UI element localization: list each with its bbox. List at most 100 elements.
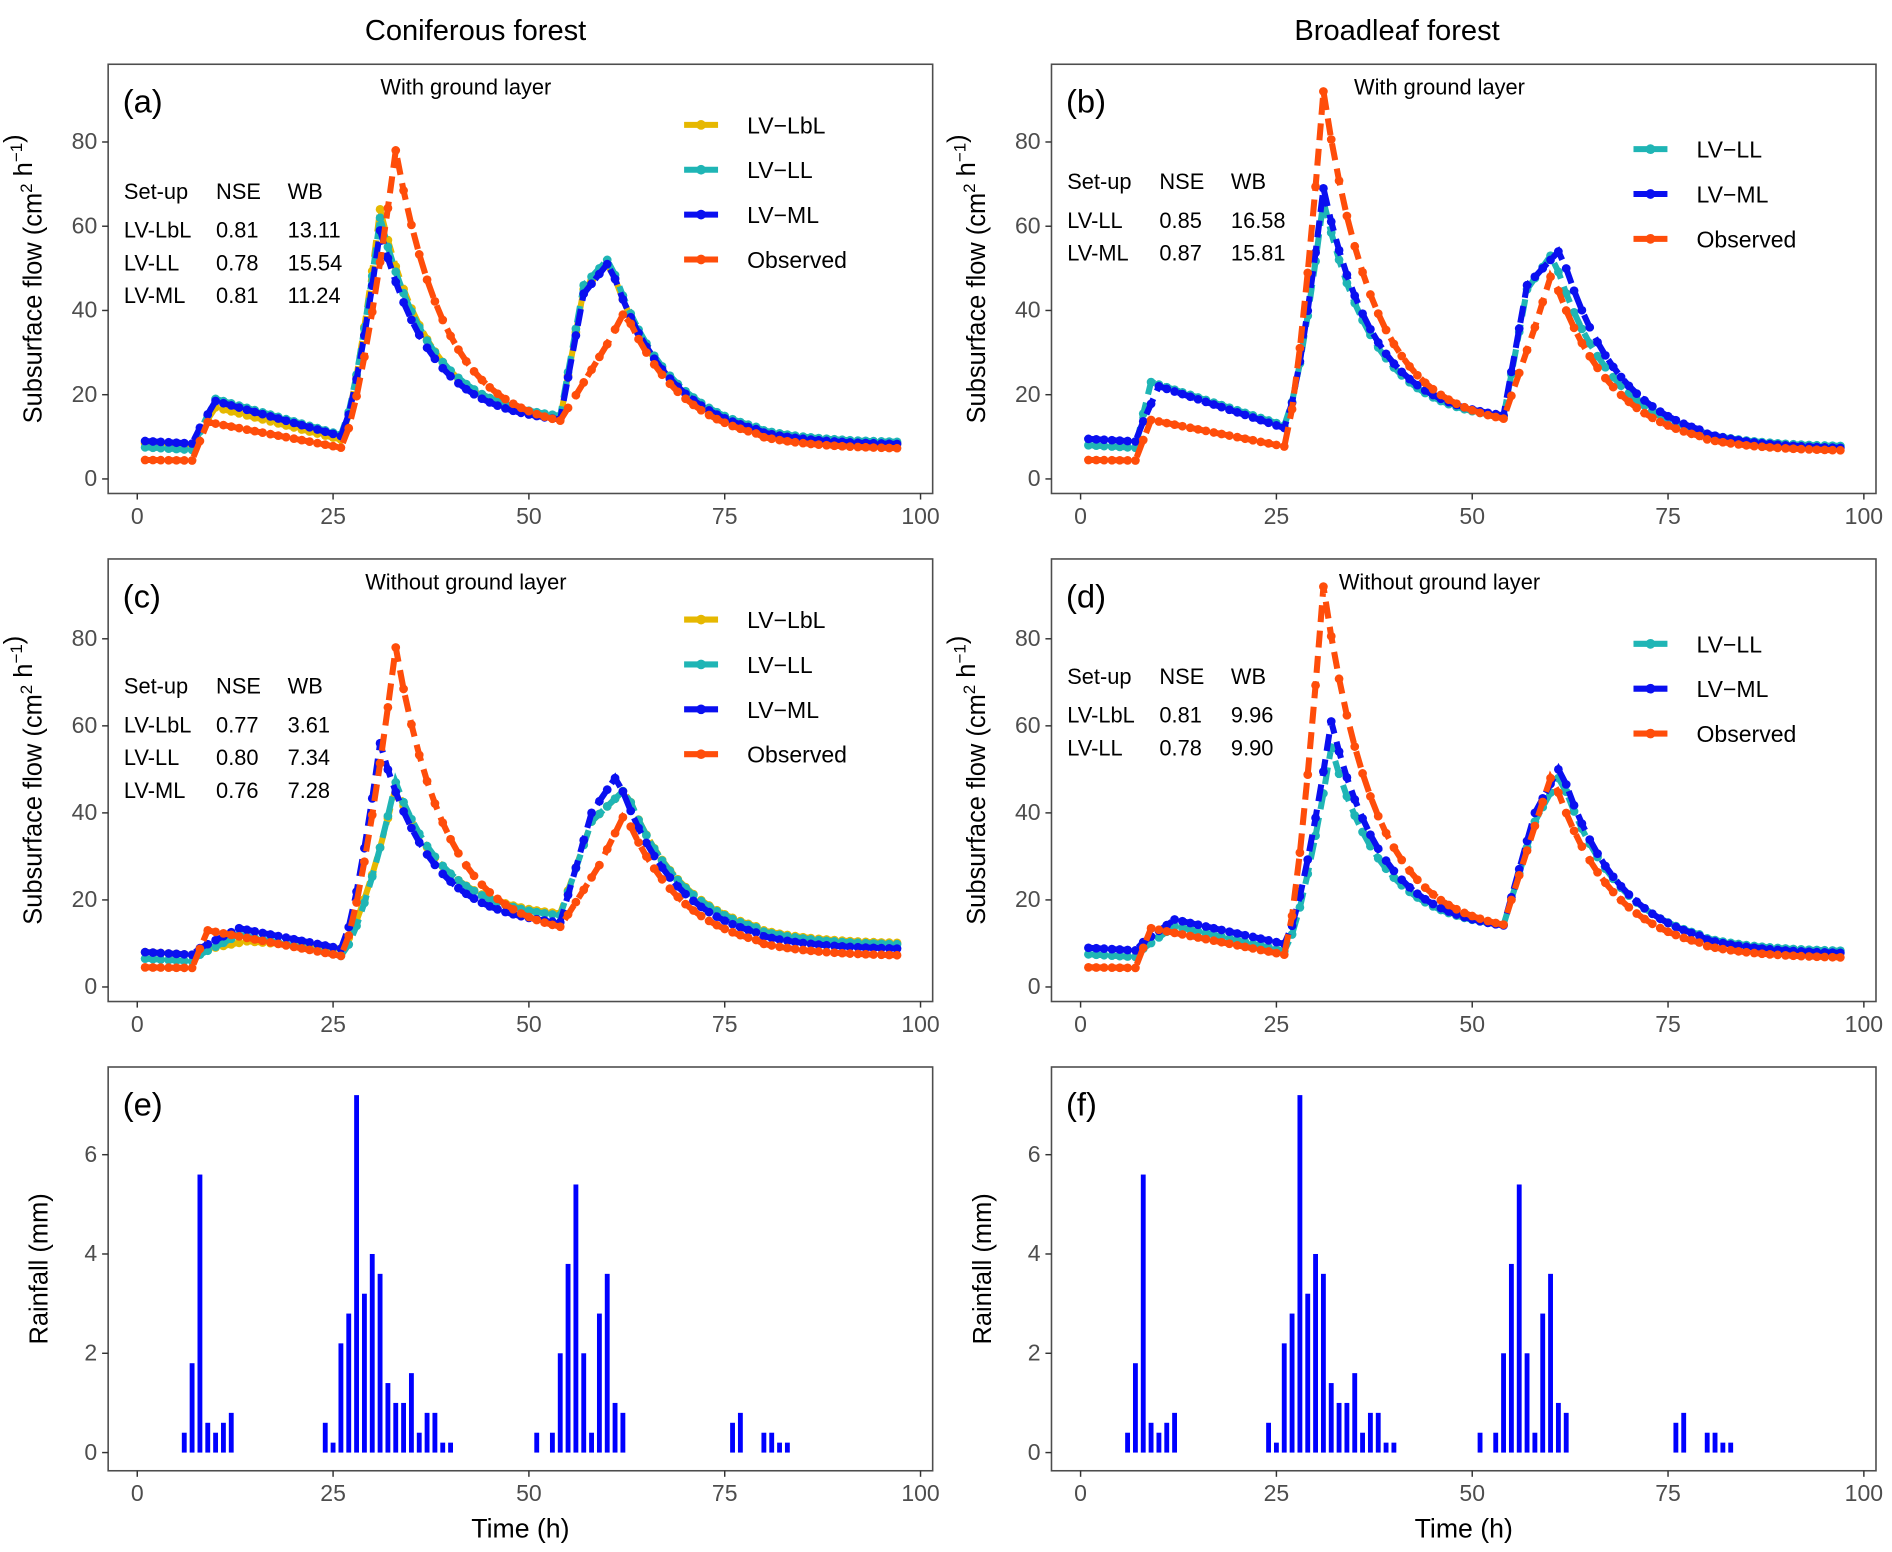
data-point (751, 935, 761, 945)
data-point (681, 394, 690, 404)
data-point (360, 352, 369, 362)
data-point (1608, 887, 1618, 897)
data-point (414, 330, 424, 340)
rain-bar (408, 1373, 414, 1453)
x-tick-label: 0 (1074, 1011, 1087, 1037)
data-point (430, 799, 440, 808)
data-point (407, 315, 416, 325)
data-point (164, 963, 173, 973)
data-point (164, 437, 173, 447)
data-point (414, 837, 424, 847)
legend-label: LV−LL (747, 157, 813, 183)
data-point (814, 440, 824, 450)
data-point (579, 835, 589, 845)
data-point (1373, 844, 1383, 854)
data-point (1671, 930, 1681, 940)
data-point (485, 382, 495, 392)
data-point (1334, 769, 1344, 779)
data-point (1264, 947, 1273, 956)
data-point (767, 933, 777, 943)
data-point (156, 963, 166, 972)
rain-bar (1273, 1442, 1279, 1453)
table-cell: 0.78 (216, 250, 258, 275)
data-point (399, 684, 408, 694)
data-point (1436, 390, 1446, 400)
data-point (1601, 362, 1610, 372)
data-point (1413, 370, 1422, 380)
data-point (1209, 936, 1219, 946)
data-point (140, 442, 150, 452)
rain-bar (565, 1263, 571, 1453)
data-point (211, 396, 220, 406)
rain-bar (1563, 1412, 1569, 1453)
data-point (211, 942, 220, 952)
data-point (1123, 436, 1132, 446)
legend-key-point (696, 704, 706, 715)
data-point (728, 919, 737, 929)
legend-key-point (696, 209, 706, 220)
data-point (454, 848, 463, 858)
data-point (1358, 814, 1367, 823)
data-point (1350, 742, 1360, 751)
data-point (1123, 963, 1132, 973)
data-point (830, 941, 839, 951)
data-point (1734, 946, 1743, 956)
data-point (140, 436, 150, 446)
data-point (1436, 895, 1446, 905)
data-point (595, 796, 604, 806)
data-point (869, 943, 878, 953)
table-cell: 7.28 (288, 778, 330, 803)
data-point (383, 765, 393, 774)
data-point (728, 927, 737, 937)
data-point (383, 811, 393, 821)
data-point (407, 720, 416, 729)
data-point (704, 907, 714, 917)
table-cell: 15.54 (288, 250, 343, 275)
data-point (1554, 247, 1563, 256)
data-point (336, 443, 346, 453)
data-point (258, 428, 267, 437)
data-point (626, 806, 636, 816)
table-cell: 9.90 (1231, 735, 1273, 760)
data-point (328, 949, 338, 959)
data-point (563, 373, 573, 382)
rain-bar (1704, 1432, 1710, 1453)
data-point (1389, 843, 1399, 852)
data-point (743, 426, 753, 436)
rain-bar (181, 1432, 187, 1453)
data-point (1710, 937, 1720, 946)
table-cell: 11.24 (288, 283, 341, 308)
data-point (743, 925, 753, 935)
data-point (1389, 873, 1399, 882)
data-point (1632, 389, 1642, 398)
panel-tag: (d) (1066, 577, 1106, 614)
data-point (1115, 442, 1125, 452)
data-point (493, 905, 502, 914)
rain-bar (393, 1402, 399, 1453)
data-point (430, 860, 440, 870)
x-tick-label: 25 (320, 1480, 346, 1506)
data-point (1240, 410, 1250, 420)
rain-bar (1140, 1174, 1146, 1453)
data-point (1828, 952, 1837, 962)
data-point (1632, 395, 1642, 405)
data-point (1123, 456, 1132, 465)
data-point (313, 946, 322, 956)
data-point (563, 910, 573, 919)
data-point (446, 834, 455, 844)
data-point (1405, 866, 1414, 876)
y-tick-label: 0 (1028, 1439, 1041, 1465)
data-point (1804, 445, 1814, 454)
data-point (1366, 324, 1375, 334)
data-point (360, 898, 369, 908)
data-point (1601, 861, 1610, 871)
data-point (1162, 920, 1172, 930)
data-point (140, 455, 150, 465)
y-axis-label: Subsurface flow (cm2 h−1) (0, 134, 47, 423)
data-point (1138, 417, 1148, 426)
data-point (383, 253, 393, 263)
data-point (477, 890, 487, 900)
data-point (328, 429, 338, 439)
data-point (1131, 437, 1140, 446)
data-point (1185, 918, 1195, 928)
